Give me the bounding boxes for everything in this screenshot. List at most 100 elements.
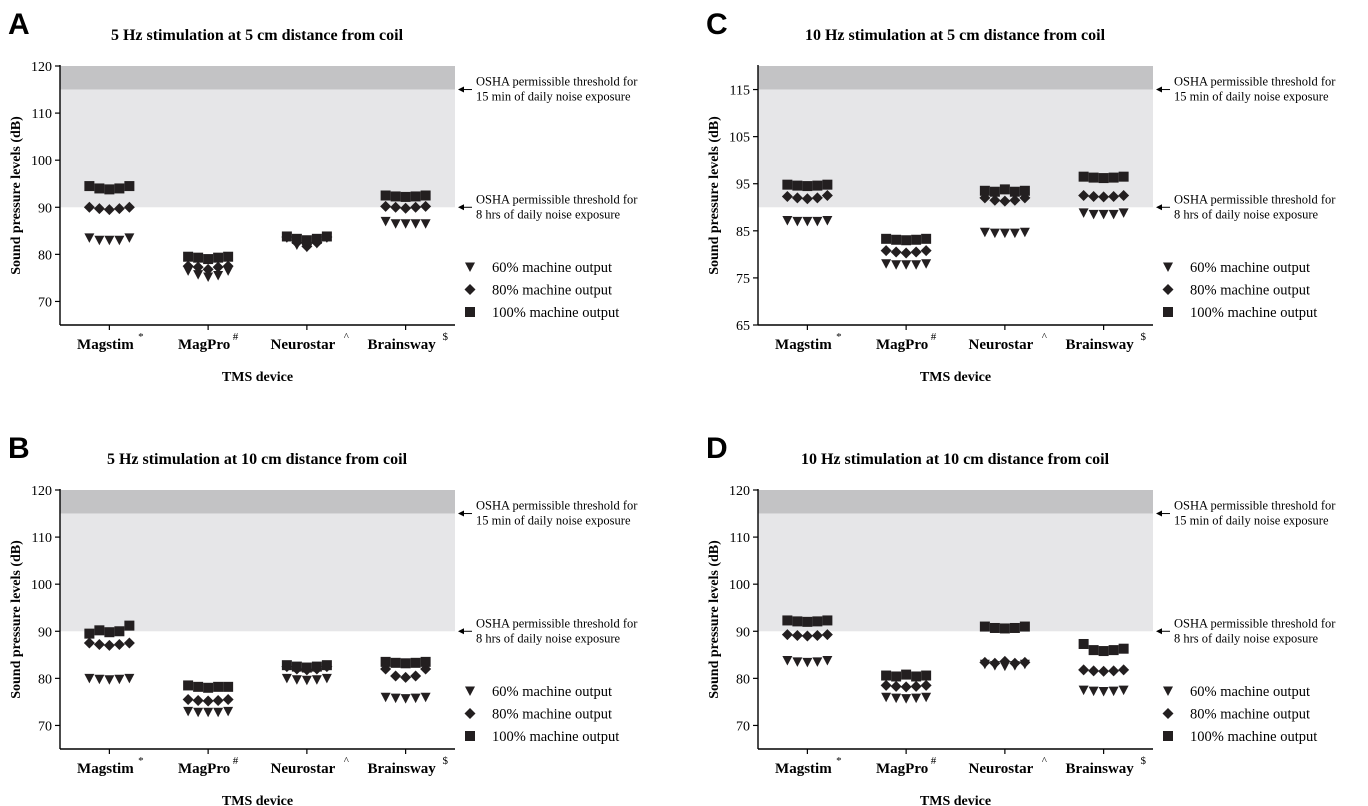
data-point-diamond [83,637,95,649]
data-point-square [124,620,135,631]
x-tick-label-magstim: Magstim [775,761,832,777]
threshold-label: OSHA permissible threshold for [476,75,638,89]
x-tick-label-superscript: * [836,331,842,343]
data-point-square [792,180,803,191]
data-point-diamond [801,193,813,205]
data-point-diamond [420,200,432,212]
legend-marker-diamond [1162,284,1174,295]
data-point-diamond [420,663,432,675]
y-tick-label: 75 [736,272,750,287]
data-point-square [1009,186,1020,197]
x-tick-label-superscript: ^ [344,755,350,767]
x-tick-label-superscript: * [836,755,842,767]
data-point-triangle [802,216,813,227]
data-point-square [321,660,332,671]
data-point-triangle [1098,687,1109,697]
data-point-square [380,190,391,201]
x-tick-label-superscript: ^ [1042,331,1048,343]
y-tick-label: 110 [32,107,52,122]
legend-entry: 100% machine output [1190,729,1317,745]
threshold-zone-dark [60,490,455,514]
threshold-zone-dark [758,66,1153,90]
legend-marker-diamond [464,284,476,295]
chart-panel-b: B 5 Hz stimulation at 10 cm distance from… [8,432,638,806]
y-tick-label: 80 [38,248,52,263]
data-point-diamond [880,245,892,257]
data-point-triangle [420,219,431,229]
data-point-triangle [921,259,932,269]
data-point-diamond [910,680,922,692]
x-tick-label-neurostar: Neurostar [271,337,336,353]
data-point-square [901,669,912,680]
data-point-diamond [202,263,214,275]
data-point-square [84,628,95,639]
data-point-diamond [1118,664,1130,676]
data-point-diamond [1098,665,1110,677]
x-tick-label-magstim: Magstim [775,337,832,353]
y-axis-label: Sound pressure levels (dB) [707,540,722,699]
data-point-square [989,186,1000,197]
data-point-diamond [791,192,803,204]
chart-panel-c: C 10 Hz stimulation at 5 cm distance from… [706,8,1336,385]
data-point-square [410,657,421,668]
data-point-triangle [281,673,292,684]
data-point-square [901,235,912,246]
data-point-triangle [999,228,1010,239]
data-point-triangle [881,259,892,269]
data-point-triangle [911,260,922,270]
x-tick-label-superscript: $ [443,755,449,767]
y-tick-label: 85 [736,225,750,240]
data-point-diamond [900,681,912,693]
data-point-square [410,191,421,202]
legend-entry: 60% machine output [1190,684,1310,700]
data-point-diamond [222,260,234,272]
legend-marker-triangle [465,686,475,696]
data-point-square [1088,645,1099,656]
threshold-zone-dark [758,490,1153,514]
data-point-diamond [821,190,833,201]
y-tick-label: 100 [729,578,750,593]
data-point-triangle [891,260,902,270]
x-tick-label-brainsway: Brainsway [1065,337,1134,353]
data-point-square [390,657,401,668]
threshold-label: OSHA permissible threshold for [1174,616,1336,630]
x-tick-label-superscript: ^ [1042,755,1048,767]
x-tick-label-brainsway: Brainsway [367,761,436,777]
data-point-square [1108,172,1119,183]
threshold-label: OSHA permissible threshold for [476,499,638,513]
data-point-triangle [420,692,431,703]
y-tick-label: 110 [32,531,52,546]
data-point-diamond [880,679,892,691]
arrow-head-icon [1156,204,1162,211]
data-point-square [203,254,214,265]
data-point-diamond [989,657,1001,669]
panel-title: 10 Hz stimulation at 5 cm distance from … [805,27,1106,44]
x-tick-label-brainsway: Brainsway [367,337,436,353]
data-point-triangle [203,272,214,282]
x-tick-label-brainsway: Brainsway [1065,761,1134,777]
data-point-square [812,616,823,627]
data-point-diamond [1088,190,1100,202]
legend-entry: 60% machine output [492,260,612,276]
legend-entry: 80% machine output [1190,707,1310,723]
data-point-square [1098,173,1109,184]
data-point-square [420,190,431,201]
data-point-square [380,656,391,667]
x-tick-label-magpro: MagPro [876,761,928,777]
legend-entry: 100% machine output [492,305,619,321]
threshold-label: 8 hrs of daily noise exposure [476,207,621,221]
data-point-square [203,682,214,693]
data-point-diamond [791,630,803,642]
panel-letter: C [706,8,728,41]
data-point-triangle [311,675,322,685]
x-tick-label-neurostar: Neurostar [969,337,1034,353]
arrow-head-icon [1156,86,1162,93]
data-point-square [1098,646,1109,657]
data-point-square [891,671,902,682]
data-point-triangle [792,657,803,667]
data-point-triangle [94,235,105,246]
x-tick-label-magpro: MagPro [178,337,230,353]
panel-letter: B [8,432,30,465]
data-point-triangle [911,693,922,704]
